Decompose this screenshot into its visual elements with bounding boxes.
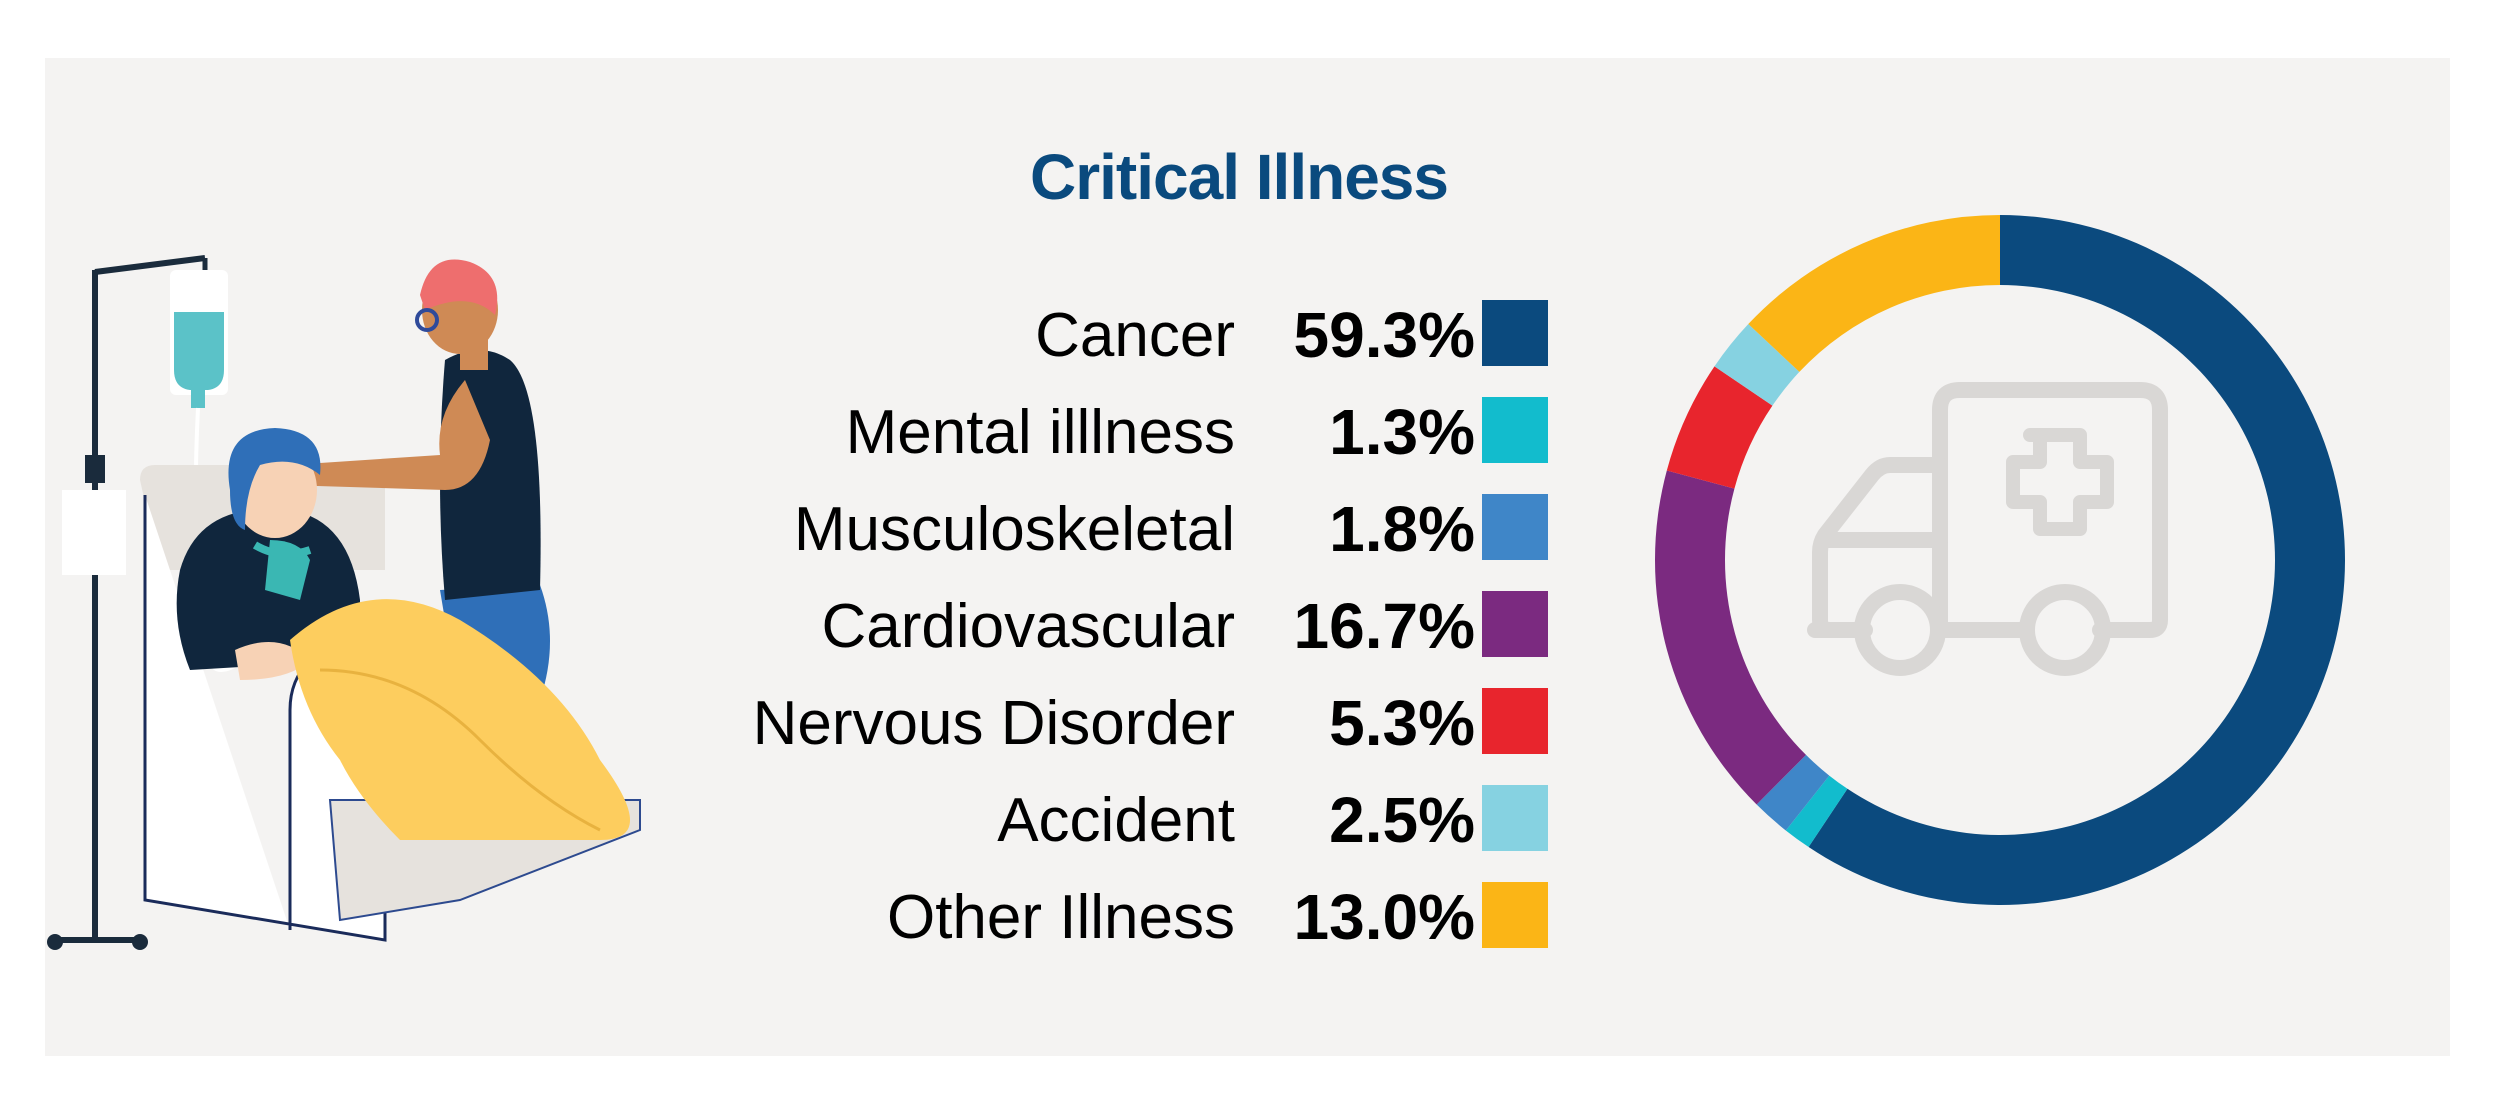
- donut-slice-cardiovascular: [1655, 470, 1807, 805]
- legend-row-musculoskeletal: Musculoskeletal 1.8%: [640, 480, 1560, 576]
- legend-label: Musculoskeletal: [793, 495, 1235, 564]
- legend-row-accident: Accident 2.5%: [640, 771, 1560, 867]
- legend-swatch: [1482, 494, 1548, 560]
- donut-chart: [1655, 215, 2345, 905]
- legend-label: Mental illlness: [845, 398, 1235, 467]
- donut-slices: [1655, 215, 2345, 905]
- legend-value: 1.3%: [1329, 396, 1475, 468]
- legend-label: Accident: [997, 786, 1235, 855]
- legend-row-cancer: Cancer 59.3%: [640, 286, 1560, 382]
- legend-swatch: [1482, 591, 1548, 657]
- iv-stand: [47, 255, 208, 950]
- patient-with-doctor-illustration: [47, 255, 641, 950]
- donut-slice-mental-illlness: [1785, 775, 1848, 848]
- donut-slice-other-illness: [1748, 215, 2000, 372]
- legend-value: 59.3%: [1293, 299, 1475, 371]
- legend-row-cardiovascular: Cardiovascular 16.7%: [640, 577, 1560, 673]
- donut-slice-cancer: [1808, 215, 2345, 905]
- donut-slice-musculoskeletal: [1756, 754, 1830, 831]
- legend-value: 1.8%: [1329, 493, 1475, 565]
- legend-label: Cancer: [1035, 301, 1235, 370]
- donut-slice-accident: [1714, 324, 1800, 406]
- legend-label: Other Illness: [886, 883, 1235, 952]
- legend-label: Nervous Disorder: [752, 689, 1235, 758]
- legend-swatch: [1482, 785, 1548, 851]
- legend-row-mental-illness: Mental illlness 1.3%: [640, 383, 1560, 479]
- legend-swatch: [1482, 688, 1548, 754]
- legend-value: 16.7%: [1293, 590, 1475, 662]
- chart-title: Critical Illness: [1030, 141, 1449, 213]
- legend-swatch: [1482, 300, 1548, 366]
- legend-value: 2.5%: [1329, 784, 1475, 856]
- legend-value: 5.3%: [1329, 687, 1475, 759]
- legend-row-nervous-disorder: Nervous Disorder 5.3%: [640, 674, 1560, 770]
- legend-swatch: [1482, 882, 1548, 948]
- ambulance-icon: [1807, 382, 2168, 676]
- legend-swatch: [1482, 397, 1548, 463]
- legend-label: Cardiovascular: [821, 592, 1235, 661]
- donut-slice-nervous-disorder: [1666, 366, 1773, 489]
- legend-row-other-illness: Other Illness 13.0%: [640, 868, 1560, 964]
- legend-value: 13.0%: [1293, 881, 1475, 953]
- blanket: [290, 599, 630, 840]
